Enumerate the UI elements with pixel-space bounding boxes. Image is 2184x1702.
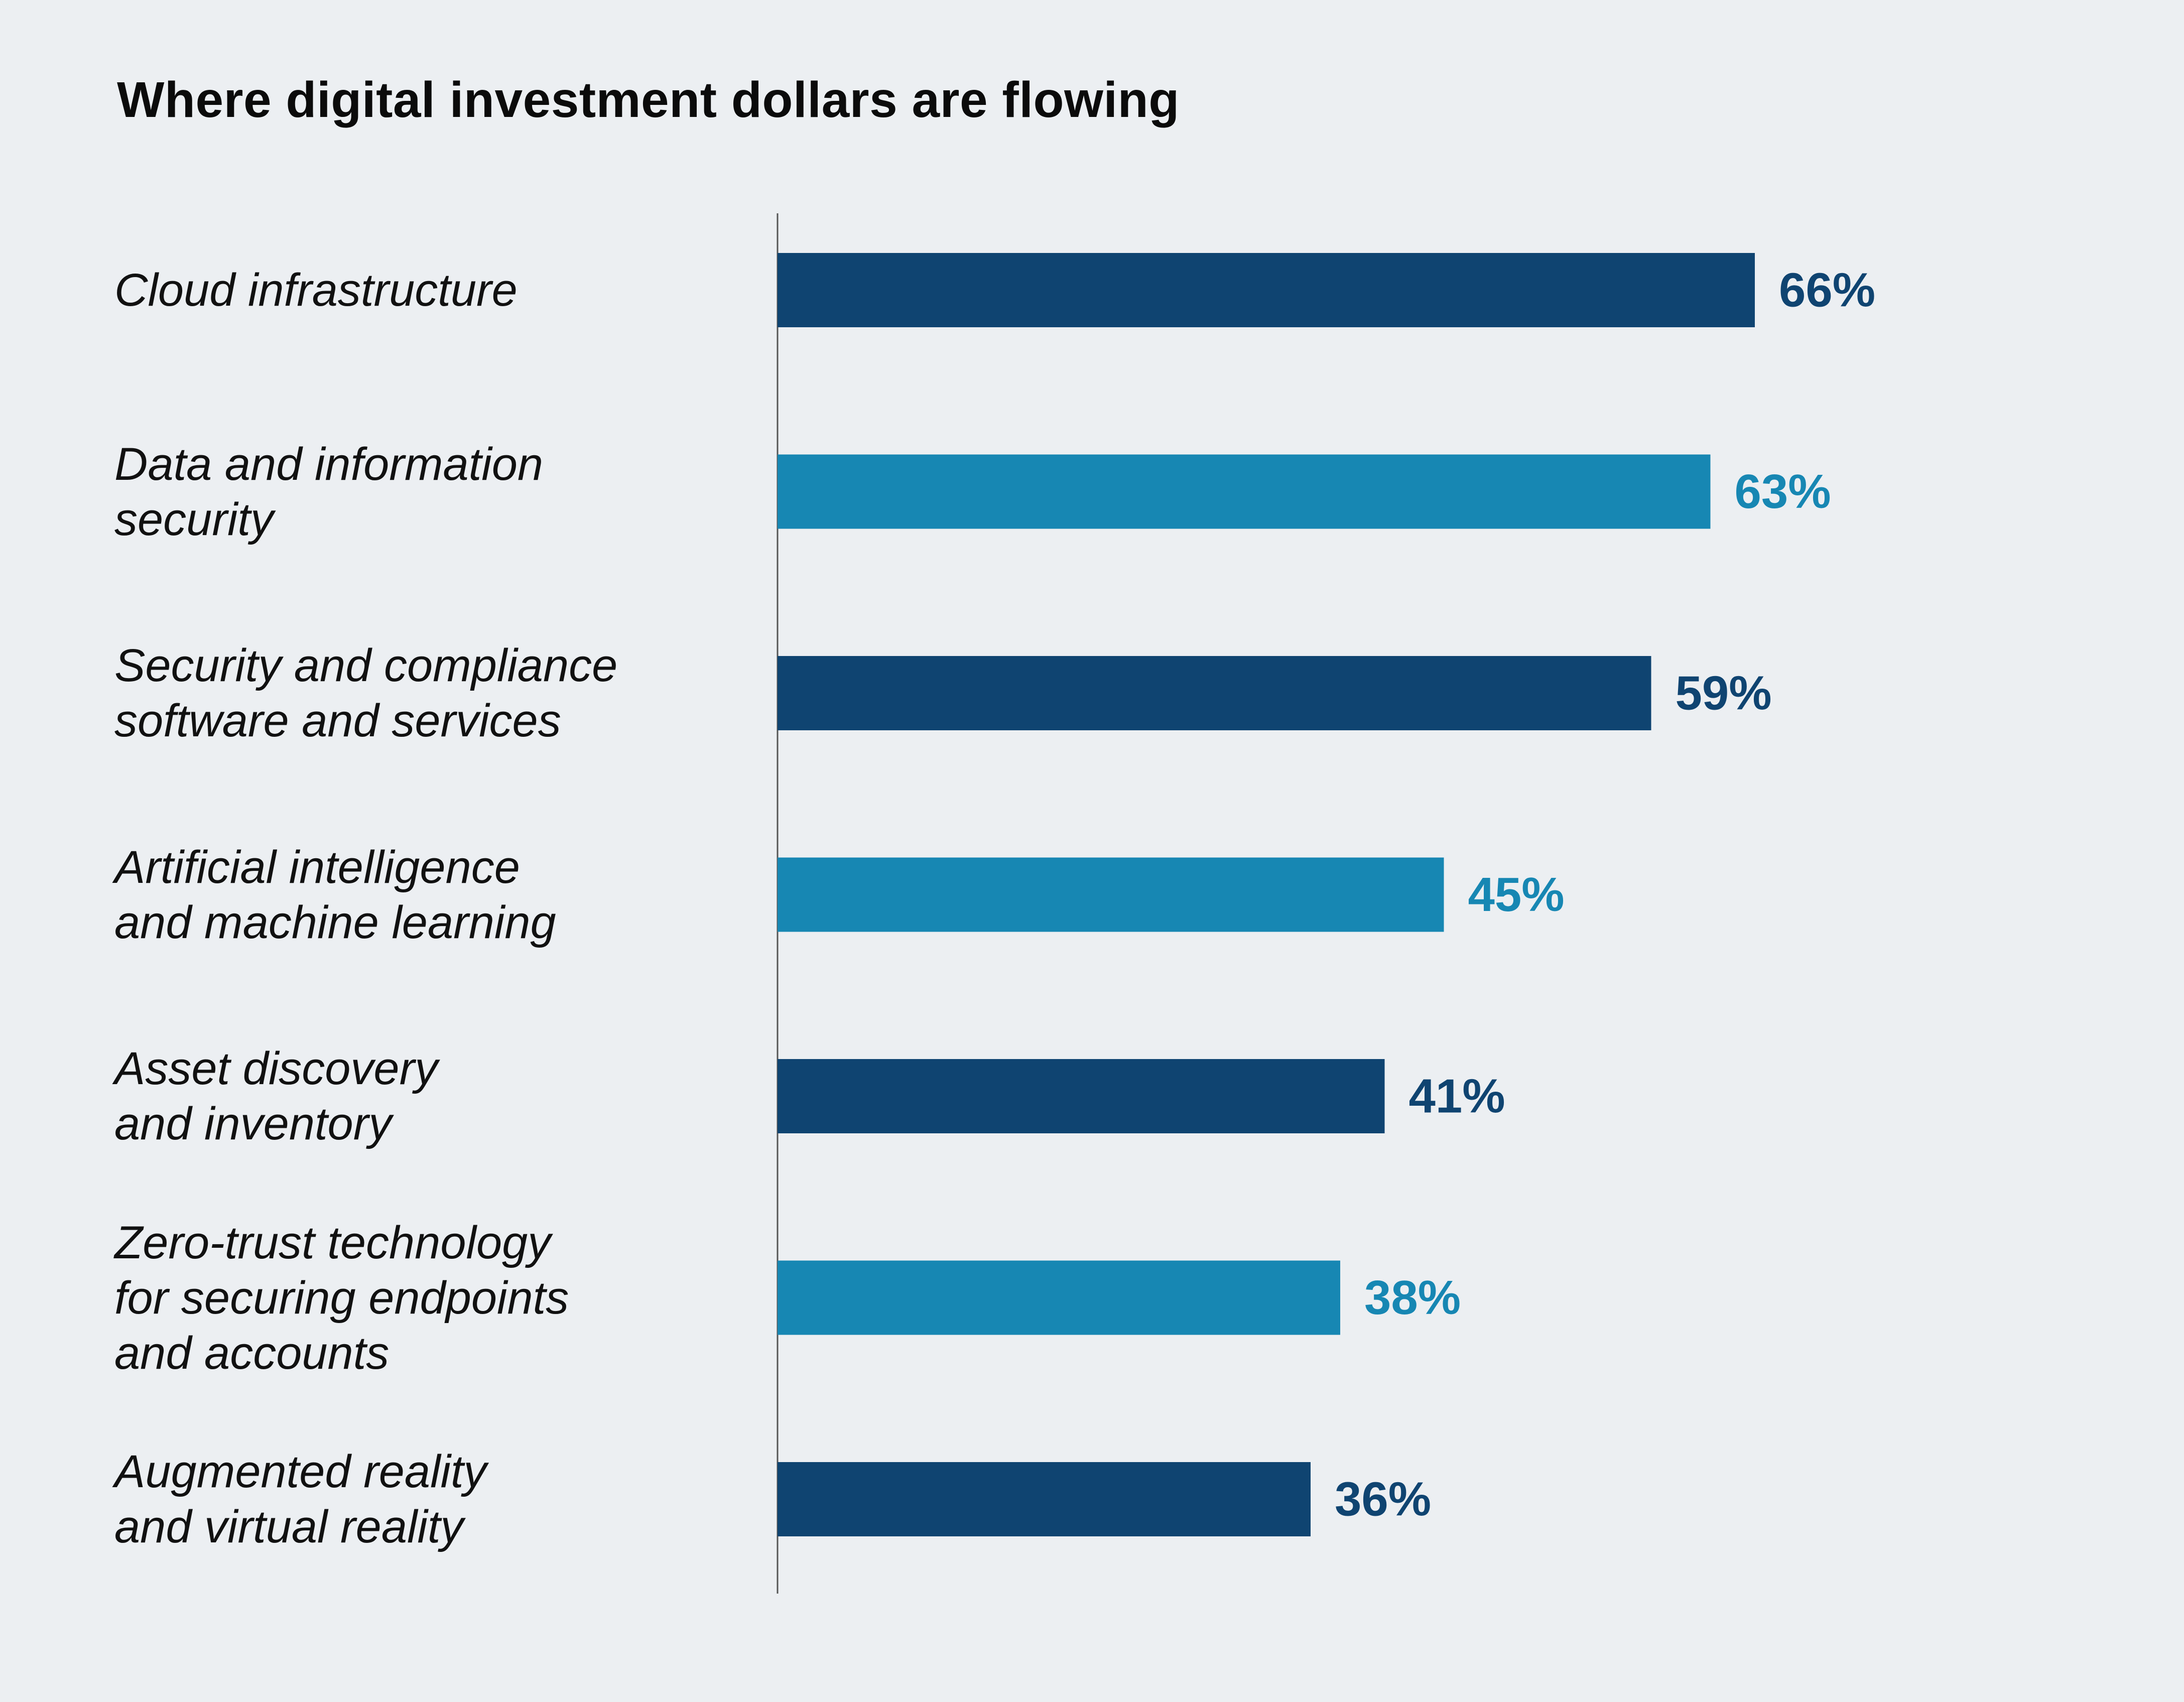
bar	[778, 253, 1755, 327]
value-label: 45%	[1468, 868, 1565, 922]
value-label: 36%	[1335, 1473, 1431, 1526]
bar	[778, 1260, 1340, 1335]
category-label: Zero-trust technology for securing endpo…	[114, 1217, 569, 1379]
value-label: 66%	[1779, 264, 1875, 317]
bar	[778, 656, 1651, 730]
value-label: 59%	[1676, 667, 1772, 720]
bar	[778, 1462, 1311, 1536]
bar	[778, 857, 1444, 932]
category-label: Security and compliance software and ser…	[114, 640, 618, 746]
value-label: 63%	[1735, 465, 1831, 518]
chart-title: Where digital investment dollars are flo…	[117, 72, 1180, 128]
category-label: Asset discovery and inventory	[114, 1043, 438, 1149]
category-label: Data and information security	[114, 438, 544, 545]
value-label: 38%	[1364, 1271, 1461, 1325]
bar	[778, 1059, 1385, 1133]
category-label: Cloud infrastructure	[114, 265, 518, 316]
bar	[778, 454, 1711, 529]
value-label: 41%	[1409, 1070, 1505, 1123]
category-label: Artificial intelligence and machine lear…	[114, 841, 556, 948]
category-label: Augmented reality and virtual reality	[114, 1446, 487, 1552]
